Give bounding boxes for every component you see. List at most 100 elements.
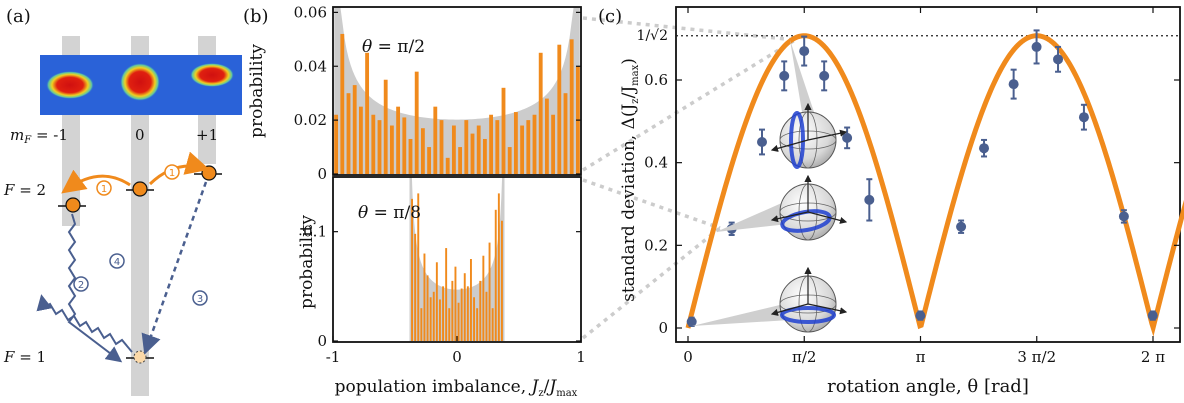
y-tick-label: 0.04 (294, 57, 327, 75)
y-tick-label: 0.6 (644, 71, 668, 89)
histogram-bar (454, 266, 457, 341)
histogram-bar (352, 85, 357, 174)
step-2: 2 (78, 280, 84, 291)
step-2-badge (73, 276, 89, 292)
panel-c-letter: (c) (598, 6, 622, 27)
mw-arrow-2 (67, 213, 123, 363)
x-tick-label: 3 π/2 (1017, 348, 1056, 366)
histogram-bar (414, 71, 419, 174)
mf-value-plus1: +1 (196, 126, 218, 144)
mw-arrow-3 (141, 181, 208, 355)
histogram-bar (476, 125, 481, 174)
axes-frame-bottom (332, 176, 582, 343)
f2-label: F = 2 (3, 181, 46, 199)
x-tick-label: π (916, 348, 926, 366)
histogram-bar (497, 193, 500, 341)
step-1-left: 1 (101, 184, 107, 195)
data-point (842, 132, 853, 143)
histogram-bar (569, 39, 574, 174)
data-point (1147, 310, 1158, 321)
y-ticks-bottom: 00.1 (303, 223, 581, 350)
histogram-bar (439, 120, 444, 174)
histogram-bar (383, 79, 388, 174)
histogram-bar (464, 120, 469, 174)
atom-cloud-0 (120, 63, 160, 101)
ylabel-c: standard deviation, Δ(Jz/Jmax) (619, 58, 641, 302)
panel-b: (b) 00.020.040.06 θ = π/2 probability 00… (243, 3, 586, 399)
data-point (979, 143, 990, 154)
histogram-bar (526, 120, 531, 174)
step-4: 4 (114, 257, 120, 268)
panel-c: (c) 0 π/2 π 3 π/2 2 π 0 0.2 0.4 0.6 (598, 6, 1184, 397)
data-point (1078, 112, 1089, 123)
panel-b-letter: (b) (243, 6, 269, 27)
histogram-bar (442, 286, 445, 341)
step-1-right-badge (164, 164, 180, 180)
bars-bottom (411, 193, 503, 341)
histogram-bar (488, 242, 491, 341)
axes-frame-c (675, 6, 1181, 343)
histogram-bar (448, 308, 451, 341)
data-point (1008, 79, 1019, 90)
data-point (1031, 41, 1042, 52)
x-tick-label: 1 (576, 348, 586, 366)
histogram-bar (482, 255, 485, 341)
histogram-bar (532, 114, 537, 174)
data-point (1118, 211, 1129, 222)
histogram-bar (414, 233, 417, 341)
histogram-bar (433, 106, 438, 174)
atom-cloud-minus1 (46, 71, 94, 99)
histogram-bar (334, 114, 339, 174)
histogram-bar (538, 52, 543, 174)
y-tick-label: 0.1 (303, 223, 327, 241)
xlabel-c: rotation angle, θ [rad] (827, 376, 1029, 397)
data-point (956, 221, 967, 232)
bloch-pointer-top (790, 40, 814, 112)
connector-bot-2 (581, 226, 722, 340)
histogram-bar (371, 114, 376, 174)
x-tick-label: 0 (452, 348, 462, 366)
histogram-bar (402, 117, 407, 174)
histogram-bar (544, 98, 549, 174)
ticks-c: 0 π/2 π 3 π/2 2 π 0 0.2 0.4 0.6 (644, 7, 1180, 366)
bloch-pointer-middle (716, 202, 788, 232)
ylabel-bottom: probability (297, 215, 317, 309)
histogram-bar (470, 133, 475, 174)
atom-f2-0 (132, 181, 148, 197)
histogram-bar (420, 308, 423, 341)
ylabel-top: probability (247, 44, 267, 138)
histogram-bar (476, 308, 479, 341)
histogram-bar (520, 125, 525, 174)
histogram-bar (494, 209, 497, 341)
beam-mf-0 (131, 36, 149, 396)
annotation-theta-top: θ = π/2 (362, 37, 425, 57)
histogram-bar (473, 297, 476, 341)
xlabel-b: population imbalance, Jz/Jmax (335, 377, 578, 399)
histogram-bar (489, 114, 494, 174)
histogram-bar (445, 157, 450, 174)
histogram-bar (435, 262, 438, 341)
step-3-badge (192, 290, 208, 306)
bloch-sphere-top (770, 40, 848, 169)
x-tick-label: 2 π (1141, 348, 1165, 366)
histogram-bar (365, 52, 370, 174)
data-point (686, 316, 697, 327)
histogram-bar (563, 93, 568, 174)
data-points-c (686, 29, 1158, 327)
y-tick-label: 0 (658, 319, 668, 337)
histogram-bar (427, 147, 432, 174)
bars-top (334, 33, 580, 175)
atom-f1-0 (133, 350, 147, 364)
histogram-top: 0 0.02 0.04 0.06 θ = π/2 probability (247, 3, 582, 183)
histogram-bar (500, 220, 503, 341)
step-4-badge (109, 253, 125, 269)
histogram-bar (507, 147, 512, 174)
histogram-bar (460, 288, 463, 341)
histogram-bar (408, 138, 413, 174)
histogram-bar (358, 106, 363, 174)
connector-top-2 (582, 38, 796, 172)
mf-value-0: 0 (135, 126, 145, 144)
theory-curve-top (334, 7, 580, 174)
mw-arrow-4 (36, 294, 133, 353)
y-top-label-c: 1/√2 (637, 28, 668, 44)
